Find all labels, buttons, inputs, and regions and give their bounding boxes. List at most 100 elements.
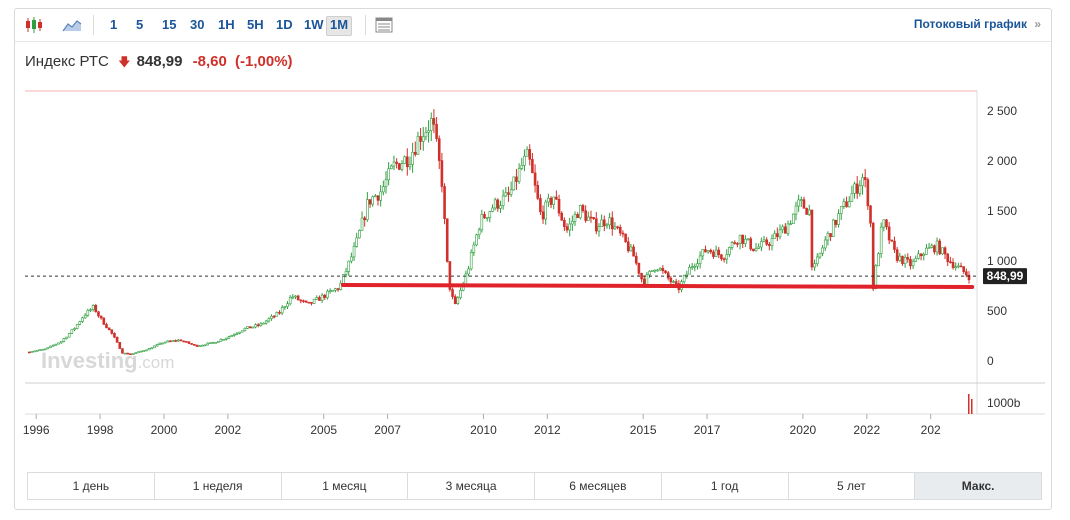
candle-body	[57, 342, 60, 345]
candle-body	[842, 201, 846, 207]
price-chart[interactable]: Investing.com 0 500 1 000 1 500 2 000 2 500 100…	[15, 9, 1051, 459]
candle-body	[129, 353, 132, 356]
candle-body	[770, 238, 774, 246]
candle-body	[304, 300, 308, 303]
area-chart-icon[interactable]	[61, 15, 83, 35]
candle-body	[413, 151, 417, 155]
candle-body	[517, 168, 521, 182]
candle-body	[379, 191, 382, 201]
timeframe-1[interactable]: 1	[110, 17, 118, 32]
candle-body	[738, 234, 742, 244]
candle-body	[211, 342, 215, 344]
timeframe-1m[interactable]: 1M	[326, 16, 353, 36]
timeframe-5h[interactable]: 5H	[247, 17, 264, 32]
candle-body	[584, 210, 587, 221]
period-button-0[interactable]: 1 день	[28, 473, 155, 499]
candle-body	[251, 326, 255, 329]
candle-body	[954, 266, 958, 269]
candle-body	[760, 241, 763, 248]
timeframe-1d[interactable]: 1D	[276, 17, 293, 32]
last-price-label: 848,99	[987, 269, 1024, 283]
candle-body	[949, 261, 952, 263]
candle-body	[571, 221, 574, 225]
timeframe-5[interactable]: 5	[136, 17, 144, 32]
candle-body	[145, 349, 148, 352]
candle-body	[352, 246, 356, 258]
candle-body	[951, 261, 955, 268]
candle-body	[275, 312, 279, 317]
candle-body	[847, 201, 851, 208]
candle-body	[895, 249, 899, 261]
candle-body	[768, 244, 771, 246]
candle-body	[91, 305, 95, 310]
candle-body	[355, 237, 359, 247]
candle-body	[629, 246, 633, 252]
candle-body	[563, 219, 566, 228]
candle-body	[531, 159, 534, 174]
candle-body	[491, 207, 494, 212]
candle-body	[182, 340, 185, 343]
candle-body	[602, 219, 606, 227]
timeframe-15[interactable]: 15	[162, 17, 177, 32]
x-tick-label: 1996	[23, 423, 50, 437]
x-tick-label: 202	[921, 423, 941, 437]
streaming-chart-link[interactable]: Потоковый график »	[914, 17, 1041, 31]
period-button-5[interactable]: 1 год	[661, 473, 789, 499]
candle-body	[674, 281, 678, 284]
period-button-4[interactable]: 6 месяцев	[535, 473, 662, 499]
candle-body	[448, 261, 452, 290]
candle-body	[712, 251, 715, 257]
candle-body	[595, 218, 598, 232]
candle-body	[555, 196, 558, 200]
candle-body	[153, 345, 156, 349]
candle-body	[515, 176, 518, 182]
period-button-1[interactable]: 1 неделя	[154, 473, 282, 499]
candle-body	[331, 289, 335, 292]
candle-body	[259, 323, 263, 326]
candle-body	[256, 324, 260, 327]
candle-body	[906, 257, 910, 260]
timeframe-1w[interactable]: 1W	[304, 17, 324, 32]
candle-body	[722, 258, 726, 261]
candle-body	[581, 205, 585, 212]
candle-body	[587, 216, 590, 221]
candle-body	[323, 294, 327, 298]
candle-body	[799, 199, 803, 201]
candle-body	[395, 161, 398, 164]
timeframe-1h[interactable]: 1H	[218, 17, 235, 32]
period-button-6[interactable]: 5 лет	[788, 473, 916, 499]
instrument-name: Индекс РТС	[25, 53, 109, 70]
candle-body	[336, 288, 340, 290]
period-button-3[interactable]: 3 месяца	[408, 473, 535, 499]
candle-body	[504, 192, 508, 197]
volume-axis-label: 1000b	[987, 396, 1021, 410]
candle-body	[610, 217, 614, 230]
candle-body	[382, 186, 385, 193]
candle-body	[909, 258, 912, 267]
candle-body	[752, 248, 755, 252]
candle-body	[608, 217, 611, 226]
candle-body	[544, 201, 548, 220]
candle-body	[158, 342, 162, 345]
candle-body	[730, 242, 734, 248]
period-button-2[interactable]: 1 месяц	[281, 473, 409, 499]
candle-body	[917, 253, 920, 259]
candle-body	[187, 341, 191, 344]
candle-body	[35, 349, 39, 352]
double-chevron-right-icon: »	[1034, 17, 1041, 31]
candle-body	[919, 253, 923, 257]
period-button-7[interactable]: Макс.	[915, 473, 1041, 499]
candle-body	[765, 239, 768, 245]
candle-body	[416, 136, 420, 155]
candlestick-icon[interactable]	[23, 15, 45, 35]
candle-body	[576, 214, 579, 219]
candle-body	[882, 219, 886, 228]
watermark-logo: Investing.com	[41, 348, 174, 373]
candle-body	[326, 290, 329, 298]
timeframe-30[interactable]: 30	[190, 17, 205, 32]
candle-body	[666, 272, 670, 279]
candle-body	[272, 315, 276, 318]
x-tick-label: 1998	[87, 423, 114, 437]
candle-body	[408, 164, 412, 168]
data-table-icon[interactable]	[373, 15, 395, 35]
